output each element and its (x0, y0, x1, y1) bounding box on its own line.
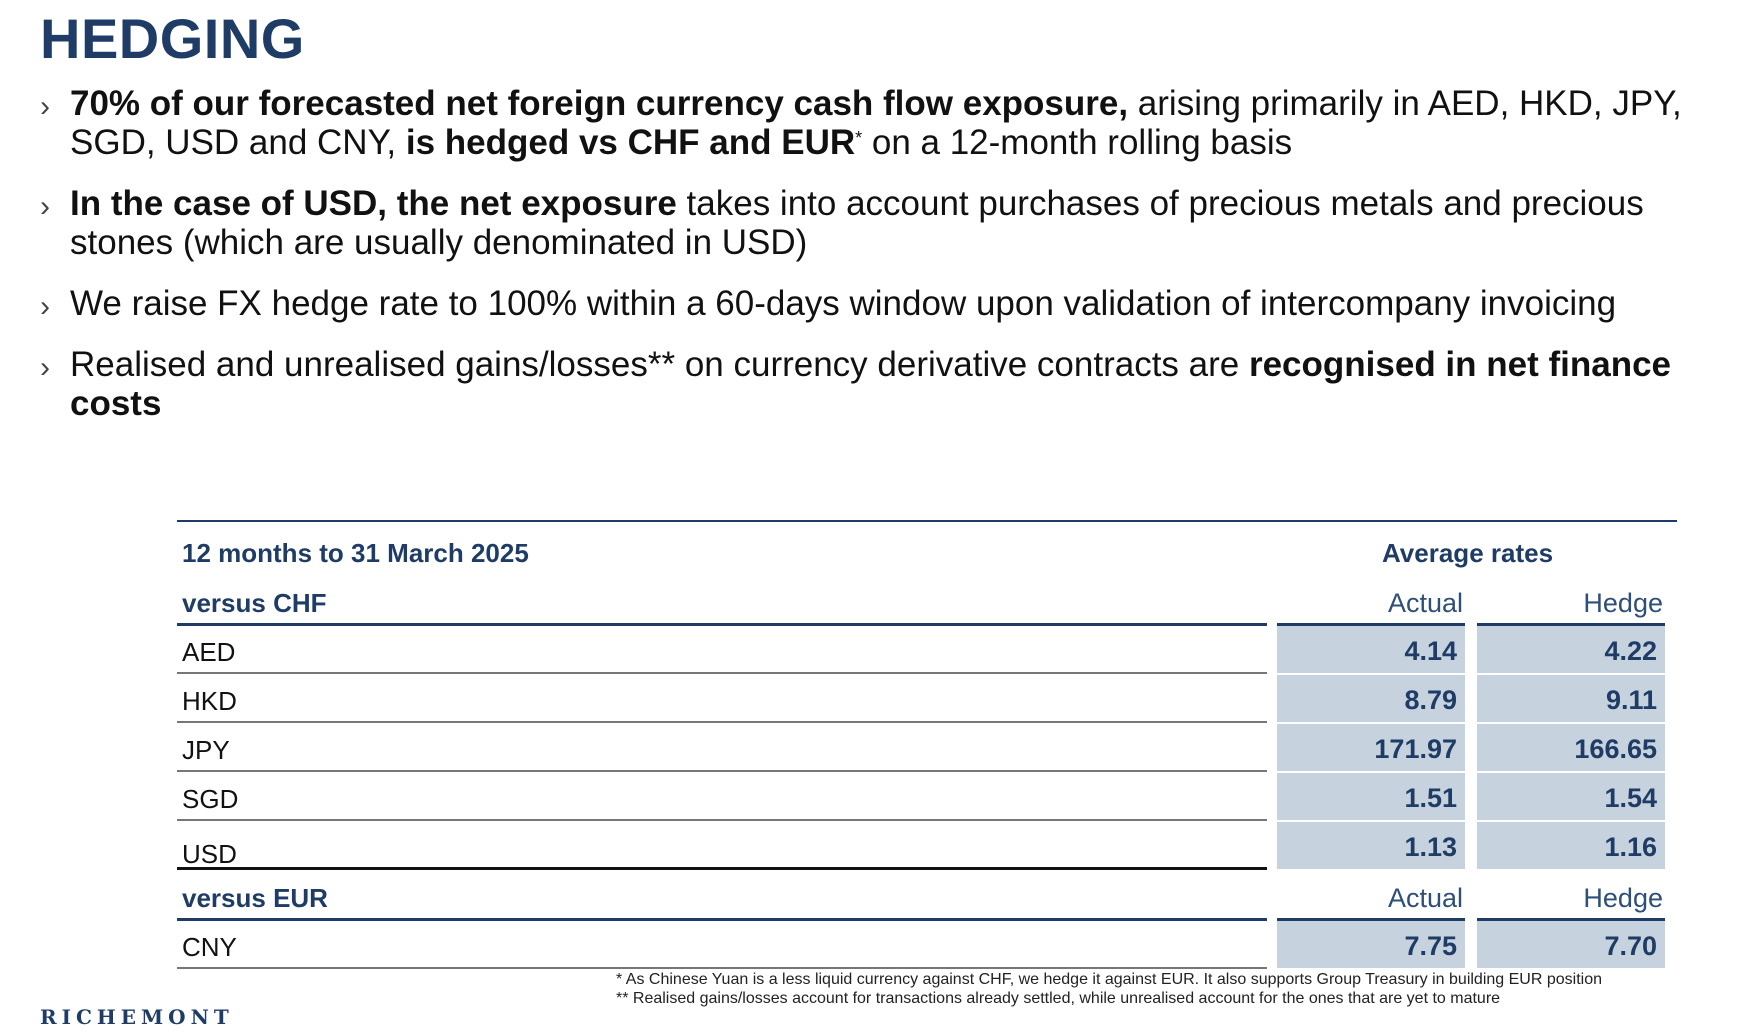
bullet-bold: In the case of USD, the net exposure (70, 184, 677, 223)
bullet-list: › 70% of our forecasted net foreign curr… (40, 84, 1720, 445)
table-top-rule (177, 520, 1677, 522)
hedge-rate: 1.16 (1477, 822, 1665, 869)
col-actual-header: Actual (1387, 588, 1463, 618)
bullet-hedge-policy: › 70% of our forecasted net foreign curr… (40, 84, 1720, 162)
row-rule (177, 721, 1267, 723)
col-hedge-header: Hedge (1583, 883, 1663, 913)
richemont-logo: RICHEMONT (40, 1005, 234, 1029)
group-versus-chf: versus CHF (182, 588, 327, 618)
table-row: JPY 171.97 166.65 (177, 724, 1677, 772)
average-rates-header: Average rates (1382, 538, 1554, 568)
row-rule (177, 867, 1267, 870)
chevron-right-icon: › (40, 190, 50, 223)
header-rule (177, 918, 1267, 921)
col-actual-header: Actual (1387, 883, 1463, 913)
bullet-text: on a 12-month rolling basis (862, 123, 1293, 162)
bullet-bold: is hedged vs CHF and EUR (405, 123, 856, 162)
chevron-right-icon: › (40, 290, 50, 323)
footnote-marker: * (855, 128, 863, 148)
currency-label: USD (182, 839, 237, 869)
footnote-2: ** Realised gains/losses account for tra… (616, 990, 1501, 1007)
actual-rate: 171.97 (1277, 724, 1465, 771)
table-row: HKD 8.79 9.11 (177, 675, 1677, 723)
group-versus-eur: versus EUR (182, 883, 328, 913)
bullet-bold: 70% of our forecasted net foreign curren… (70, 84, 1129, 123)
table-row: AED 4.14 4.22 (177, 626, 1677, 674)
table-row: SGD 1.51 1.54 (177, 773, 1677, 821)
bullet-text: takes into account purchases of precious… (70, 184, 1644, 262)
row-rule (177, 967, 1267, 969)
currency-label: CNY (182, 932, 237, 962)
actual-rate: 8.79 (1277, 675, 1465, 722)
header-rule (1277, 918, 1465, 921)
bullet-fx-rate: › We raise FX hedge rate to 100% within … (40, 284, 1720, 323)
hedge-rate: 7.70 (1477, 921, 1665, 968)
currency-label: AED (182, 637, 236, 667)
actual-rate: 1.13 (1277, 822, 1465, 869)
chevron-right-icon: › (40, 351, 50, 384)
actual-rate: 4.14 (1277, 626, 1465, 673)
header-rule (1477, 918, 1665, 921)
header-rule (1277, 623, 1465, 626)
actual-rate: 1.51 (1277, 773, 1465, 820)
bullet-usd-exposure: › In the case of USD, the net exposure t… (40, 184, 1720, 262)
table-period-label: 12 months to 31 March 2025 (182, 538, 529, 568)
hedge-rate: 1.54 (1477, 773, 1665, 820)
currency-label: JPY (182, 735, 230, 765)
footnote-1: * As Chinese Yuan is a less liquid curre… (616, 971, 1602, 988)
header-rule (177, 623, 1267, 626)
table-row: USD 1.13 1.16 (177, 822, 1677, 870)
bullet-bold: recognised in net finance costs (70, 345, 1672, 423)
row-rule (177, 770, 1267, 772)
hedge-rate: 9.11 (1477, 675, 1665, 722)
chevron-right-icon: › (40, 90, 50, 123)
hedge-rate: 4.22 (1477, 626, 1665, 673)
row-rule (177, 672, 1267, 674)
bullet-gains-losses: › Realised and unrealised gains/losses**… (40, 345, 1720, 423)
currency-label: HKD (182, 686, 237, 716)
bullet-text: We raise FX hedge rate to 100% within a … (70, 284, 1617, 323)
col-hedge-header: Hedge (1583, 588, 1663, 618)
table-row: CNY 7.75 7.70 (177, 921, 1677, 969)
row-rule (177, 819, 1267, 821)
page-title: HEDGING (40, 7, 305, 70)
currency-label: SGD (182, 784, 239, 814)
hedge-rate: 166.65 (1477, 724, 1665, 771)
bullet-text: arising primarily in AED, HKD, JPY, SGD,… (70, 84, 1682, 162)
footnotes: * As Chinese Yuan is a less liquid curre… (616, 970, 1602, 1008)
bullet-text: Realised and unrealised gains/losses** o… (70, 345, 1249, 384)
actual-rate: 7.75 (1277, 921, 1465, 968)
header-rule (1477, 623, 1665, 626)
